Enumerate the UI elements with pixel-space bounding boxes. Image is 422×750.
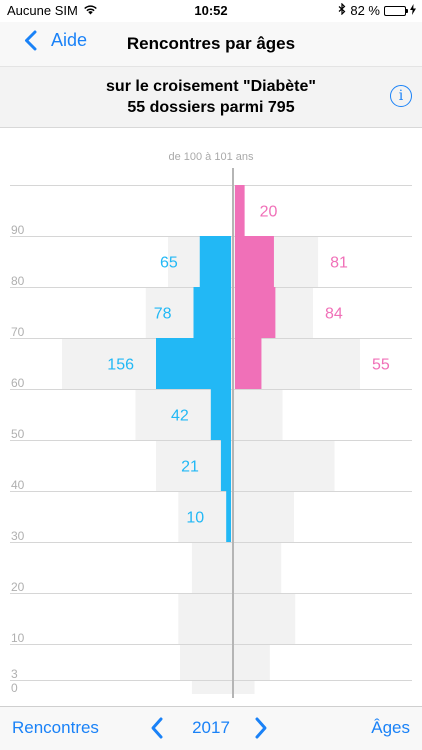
right-value-label: 55 [372, 357, 390, 374]
total-bar-left [178, 491, 233, 542]
total-bar-left [179, 644, 233, 680]
left-value-label: 42 [171, 408, 189, 425]
nav-bar: Aide Rencontres par âges [0, 22, 422, 66]
age-tick-label: 10 [11, 631, 25, 645]
total-bar-right [233, 593, 296, 644]
bottom-toolbar: Rencontres 2017 Âges [0, 706, 422, 750]
total-bar-right [233, 185, 236, 236]
total-bar-left [191, 680, 233, 694]
age-tick-label: 3 [11, 667, 18, 681]
battery-icon [384, 5, 408, 16]
charging-icon [410, 3, 416, 18]
chevron-right-icon [255, 717, 267, 739]
subtitle-count: 55 dossiers parmi 795 [127, 99, 295, 116]
subtitle-crossing: sur le croisement "Diabète" [106, 78, 316, 95]
total-bar-right [233, 491, 294, 542]
left-value-label: 65 [160, 255, 178, 272]
total-bar-right [233, 644, 270, 680]
left-bar [226, 491, 231, 542]
chevron-left-icon [25, 30, 37, 51]
left-value-label: 10 [186, 510, 204, 527]
info-icon[interactable]: i [390, 85, 412, 107]
left-value-label: 78 [154, 306, 172, 323]
age-pyramid-chart: de 100 à 101 ans 20 65 81 78 84 156 55 42 21 10 90… [0, 128, 422, 706]
back-label: Aide [51, 30, 88, 50]
rencontres-button[interactable]: Rencontres [12, 718, 99, 737]
total-bar-right [233, 542, 282, 593]
status-bar: Aucune SIM 10:52 82 % [0, 0, 422, 22]
back-button[interactable]: Aide [24, 30, 87, 51]
ages-button[interactable]: Âges [371, 718, 410, 737]
total-bar-right [233, 440, 335, 491]
left-value-label: 156 [107, 357, 134, 374]
previous-year-button[interactable] [150, 716, 164, 745]
status-left: Aucune SIM [7, 3, 98, 18]
age-tick-label: 80 [11, 274, 25, 288]
age-tick-label: 30 [11, 529, 25, 543]
age-tick-label: 40 [11, 478, 25, 492]
status-time: 10:52 [194, 3, 228, 18]
left-bar [156, 338, 231, 389]
right-bar [235, 236, 274, 287]
age-tick-label: 90 [11, 223, 25, 237]
age-tick-label: 20 [11, 580, 25, 594]
subtitle-header: sur le croisement "Diabète" 55 dossiers … [0, 66, 422, 128]
age-tick-label: 50 [11, 427, 25, 441]
chart-svg: 20 65 81 78 84 156 55 42 21 10 90 80 70 60 50 40 30 20 10 3… [10, 168, 412, 698]
age-tick-label: 70 [11, 325, 25, 339]
chevron-left-icon [151, 717, 163, 739]
total-bar-left [178, 593, 233, 644]
left-bar [220, 440, 231, 491]
total-bar-right [233, 389, 283, 440]
total-bar-left [191, 542, 233, 593]
right-value-label: 84 [325, 306, 343, 323]
status-right: 82 % [338, 2, 416, 18]
battery-percent: 82 % [350, 3, 380, 18]
age-tick-label: 60 [11, 376, 25, 390]
left-value-label: 21 [181, 459, 199, 476]
left-bar [193, 287, 231, 338]
age-tick-label: 0 [11, 681, 18, 695]
wifi-icon [83, 3, 98, 18]
bluetooth-icon [338, 2, 346, 18]
right-bar [235, 185, 245, 236]
right-value-label: 81 [330, 255, 348, 272]
left-bar [199, 236, 231, 287]
next-year-button[interactable] [254, 716, 268, 745]
right-bar [235, 338, 262, 389]
right-bar [235, 287, 276, 338]
chart-range-label: de 100 à 101 ans [168, 151, 254, 163]
left-bar [210, 389, 231, 440]
carrier-label: Aucune SIM [7, 3, 78, 18]
total-bar-left [156, 440, 233, 491]
right-value-label: 20 [260, 204, 278, 221]
total-bar-right [233, 680, 255, 694]
